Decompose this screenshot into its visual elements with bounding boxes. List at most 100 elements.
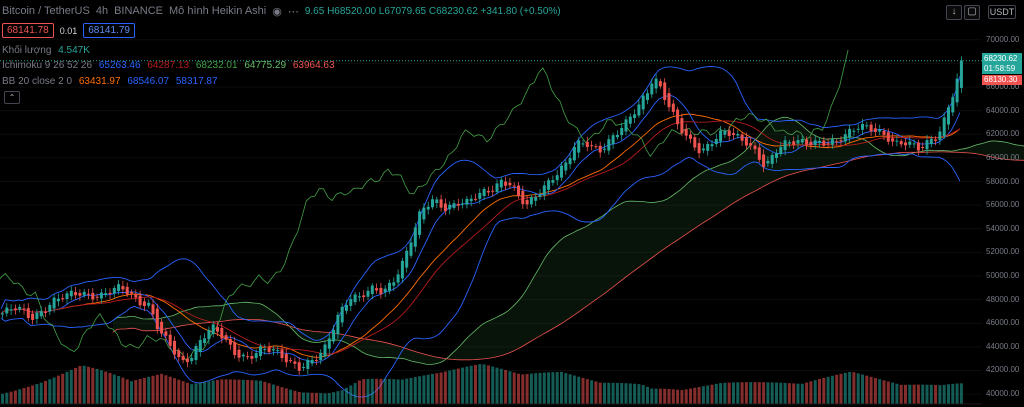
collapse-legend-button[interactable]: ⌃ [4,91,20,104]
volume-bar [865,375,869,404]
volume-bar [762,382,766,404]
candle-body [289,360,293,362]
volume-bar [486,365,490,404]
candle-body [319,352,323,361]
buy-button[interactable]: 68141.79 [83,23,135,38]
volume-bar [770,382,774,404]
volume-bar [766,382,770,404]
candle-body [852,130,856,132]
volume-bar [117,376,121,404]
candle-body [744,137,748,146]
candle-body [117,284,121,292]
volume-bar [345,387,348,404]
candle-body [203,338,207,344]
volume-bar [641,385,645,404]
candle-body [297,362,301,371]
candle-body [190,357,194,362]
volume-bar [323,393,327,404]
volume-bar [306,392,310,404]
bollinger-legend[interactable]: BB 20 close 2 0 63431.97 68546.07 58317.… [2,76,222,87]
volume-bar [843,372,847,404]
price-tick-label: 52000.00 [986,247,1020,257]
volume-bar [418,376,422,404]
candle-body [443,203,447,212]
volume-bar [835,374,839,404]
candle-body [577,140,581,153]
candle-body [947,107,950,125]
currency-selector[interactable]: USDT [988,5,1016,19]
candle-body [499,179,503,188]
volume-bar [284,388,288,404]
candle-body [517,185,520,196]
candle-body [271,349,275,351]
volume-bar [658,388,662,404]
symbol-title[interactable]: Bitcoin / TetherUS [2,5,90,17]
candle-body [951,97,955,113]
ichimoku-lagging-value: 68232.01 [195,60,238,71]
volume-bar [757,382,761,404]
candle-body [259,346,262,357]
volume-bar [908,384,912,404]
candle-body [383,288,387,293]
candle-body [5,307,9,314]
candle-body [263,348,267,350]
eye-icon[interactable]: ◉ [272,5,282,18]
volume-bar [151,375,155,404]
candle-body [340,306,344,323]
volume-bar [749,382,753,404]
volume-bar [263,381,267,404]
sell-button[interactable]: 68141.78 [2,23,54,38]
volume-bar [26,386,30,404]
candle-body [237,349,241,358]
download-icon[interactable]: ↓ [946,5,962,20]
candle-body [766,160,770,164]
volume-bars [1,364,963,404]
candle-body [52,297,56,309]
candle-body [224,335,228,340]
candle-body [194,346,198,361]
candle-body [628,116,632,124]
candle-body [615,134,619,138]
ichimoku-conversion-line [0,95,961,363]
candle-body [306,359,310,369]
volume-bar [52,377,56,404]
volume-bar [654,388,658,404]
volume-bar [168,376,172,404]
interval-label[interactable]: 4h [95,5,109,17]
price-tick-label: 46000.00 [986,318,1020,328]
candle-body [345,305,348,311]
volume-bar [392,379,396,404]
volume-bar [594,381,598,404]
ichimoku-lagging-line [0,49,849,361]
volume-bar [65,371,69,404]
candle-body [848,128,852,138]
price-tick-label: 66000.00 [986,82,1020,92]
maximize-icon[interactable]: ▢ [964,5,980,20]
volume-bar [125,379,129,404]
volume-bar [362,379,366,404]
volume-bar [620,383,624,404]
candle-body [439,199,443,208]
volume-bar [211,380,215,404]
volume-bar [370,378,374,404]
spread-value: 0.01 [59,25,78,36]
ichimoku-legend[interactable]: Ichimoku 9 26 52 26 65263.46 64287.13 68… [2,60,339,71]
volume-bar [39,382,43,404]
volume-legend[interactable]: Khối lượng 4.547K [2,45,94,56]
volume-bar [142,377,146,404]
candle-body [130,291,133,294]
volume-bar [224,379,228,404]
volume-bar [542,372,546,404]
volume-bar [314,392,318,404]
more-icon[interactable]: ⋯ [287,5,299,18]
candle-body [779,147,783,155]
candle-body [749,143,753,146]
candle-body [925,140,929,150]
candle-body [891,138,895,142]
candle-body [448,204,452,210]
candle-body [246,356,250,358]
candle-body [611,135,615,144]
volume-bar [555,372,559,404]
candle-body [400,260,404,279]
